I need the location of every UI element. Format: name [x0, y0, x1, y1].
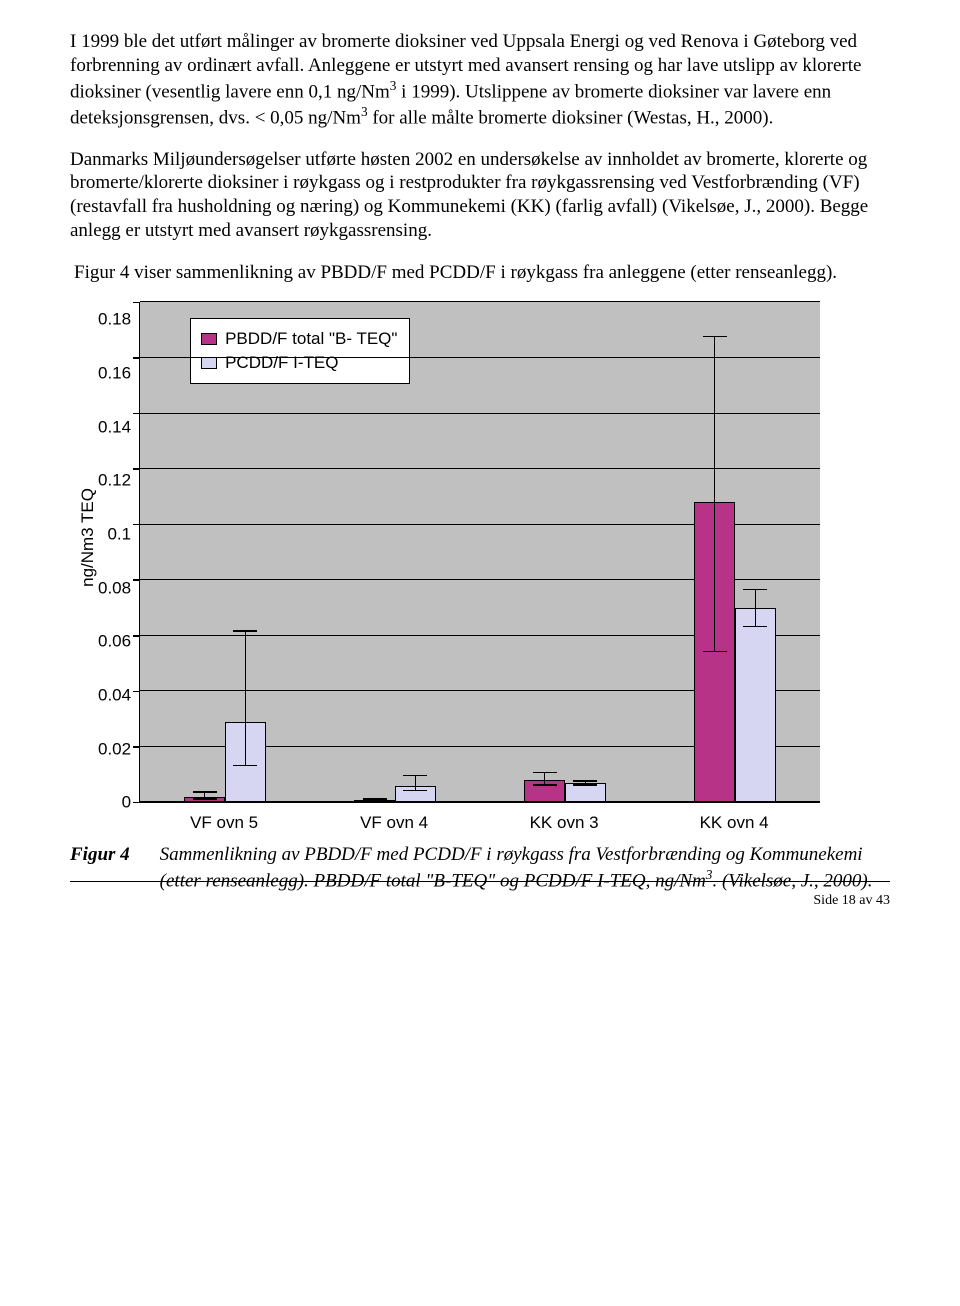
chart-error-bar — [245, 630, 247, 766]
footer-rule — [70, 881, 890, 883]
chart-y-tick-label: 0 — [122, 794, 131, 811]
chart-y-tick-label: 0.18 — [98, 311, 131, 328]
figure-4-chart: ng/Nm3 TEQ 0.18 0.16 0.14 0.12 0.1 0.08 0.06 0.… — [70, 302, 890, 833]
chart-legend-item: PCDD/F I-TEQ — [201, 351, 397, 375]
chart-error-bar — [374, 798, 376, 801]
paragraph-2: Danmarks Miljøundersøgelser utførte høst… — [70, 148, 890, 243]
chart-legend-swatch — [201, 357, 217, 369]
page-number: Side 18 av 43 — [813, 893, 890, 909]
chart-y-tick-label: 0.1 — [107, 526, 131, 543]
p1-sup2: 3 — [361, 104, 368, 119]
chart-error-bar — [714, 336, 716, 653]
chart-error-bar — [415, 775, 417, 792]
chart-gridline — [140, 301, 820, 302]
chart-plot-area: PBDD/F total "B- TEQ"PCDD/F I-TEQ — [139, 302, 820, 803]
chart-error-bar — [544, 772, 546, 786]
chart-x-tick-label: KK ovn 3 — [479, 803, 649, 833]
chart-x-axis: VF ovn 5VF ovn 4KK ovn 3KK ovn 4 — [139, 803, 819, 833]
chart-y-tick-label: 0.08 — [98, 579, 131, 596]
chart-bar — [735, 608, 776, 802]
chart-legend-swatch — [201, 333, 217, 345]
chart-gridline — [140, 413, 820, 414]
chart-y-axis: 0.180.160.140.120.10.080.060.040.020 — [98, 302, 139, 802]
chart-y-axis-label: ng/Nm3 TEQ — [70, 488, 98, 587]
paragraph-1: I 1999 ble det utført målinger av bromer… — [70, 30, 890, 130]
paragraph-3: Figur 4 viser sammenlikning av PBDD/F me… — [70, 261, 890, 285]
chart-x-tick-label: VF ovn 4 — [309, 803, 479, 833]
figure-label: Figur 4 — [70, 843, 130, 893]
chart-y-tick-label: 0.14 — [98, 418, 131, 435]
figure-text: Sammenlikning av PBDD/F med PCDD/F i røy… — [160, 843, 890, 893]
chart-gridline — [140, 357, 820, 358]
chart-legend-label: PBDD/F total "B- TEQ" — [225, 329, 397, 349]
p1-tail2: for alle målte bromerte dioksiner (Westa… — [368, 107, 774, 128]
chart-legend: PBDD/F total "B- TEQ"PCDD/F I-TEQ — [190, 318, 410, 384]
chart-y-tick-label: 0.04 — [98, 687, 131, 704]
chart-error-bar — [204, 791, 206, 799]
chart-error-bar — [755, 589, 757, 628]
chart-x-tick-label: KK ovn 4 — [649, 803, 819, 833]
figure-4-caption: Figur 4 Sammenlikning av PBDD/F med PCDD… — [70, 843, 890, 893]
chart-gridline — [140, 468, 820, 469]
chart-y-tick-label: 0.06 — [98, 633, 131, 650]
chart-y-tick-label: 0.02 — [98, 740, 131, 757]
page: I 1999 ble det utført målinger av bromer… — [0, 0, 960, 923]
chart-y-tick-label: 0.12 — [98, 472, 131, 489]
chart-y-tick-label: 0.16 — [98, 365, 131, 382]
chart-legend-item: PBDD/F total "B- TEQ" — [201, 327, 397, 351]
chart-error-bar — [585, 780, 587, 786]
chart-bar — [565, 783, 606, 802]
chart-x-tick-label: VF ovn 5 — [139, 803, 309, 833]
